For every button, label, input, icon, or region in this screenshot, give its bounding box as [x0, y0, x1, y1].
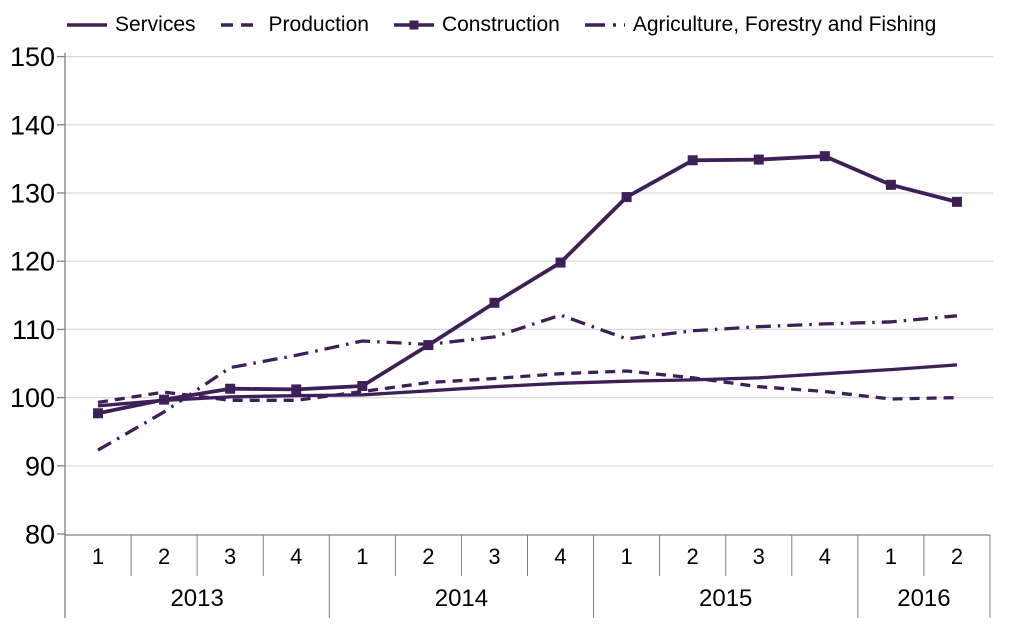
y-axis-label: 120 — [10, 247, 55, 277]
legend-item-services: Services — [66, 13, 196, 37]
legend-item-agriculture-forestry-and-fishing: Agriculture, Forestry and Fishing — [584, 13, 936, 37]
year-label: 2016 — [897, 585, 950, 612]
legend-sample-services-line — [67, 23, 107, 27]
quarter-label: 1 — [356, 544, 368, 569]
legend-sample-construction-line — [393, 20, 434, 30]
legend-label: Production — [268, 13, 369, 36]
series-marker-construction — [291, 384, 302, 395]
series-marker-construction — [225, 383, 236, 394]
quarter-label: 4 — [554, 544, 566, 569]
series-marker-construction — [951, 196, 962, 207]
quarter-label: 1 — [885, 544, 897, 569]
quarter-label: 2 — [687, 544, 699, 569]
year-label: 2015 — [699, 585, 752, 612]
chart-legend: Services Production Construction Agricultur… — [66, 13, 936, 37]
y-axis-label: 100 — [10, 383, 55, 413]
y-axis-label: 140 — [10, 110, 55, 140]
y-axis-label: 110 — [12, 315, 55, 345]
quarter-label: 2 — [422, 544, 434, 569]
legend-item-production: Production — [220, 13, 369, 37]
series-line-services — [97, 363, 958, 408]
y-axis-label: 150 — [10, 42, 55, 72]
year-label: 2013 — [170, 585, 223, 612]
series-marker-construction — [753, 154, 764, 165]
legend-item-construction: Construction — [393, 13, 560, 37]
y-axis-label: 90 — [25, 451, 55, 481]
y-axis-label: 130 — [10, 179, 55, 209]
legend-label: Construction — [441, 13, 560, 36]
series-marker-construction — [555, 257, 566, 268]
legend-sample-production-line — [220, 23, 261, 27]
legend-label: Agriculture, Forestry and Fishing — [632, 13, 937, 36]
year-label: 2014 — [435, 585, 488, 612]
series-marker-construction — [687, 155, 698, 166]
quarter-label: 3 — [488, 544, 500, 569]
series-marker-construction — [357, 381, 368, 392]
series-line-agriculture-forestry-and-fishing — [97, 313, 958, 452]
quarter-label: 3 — [224, 544, 236, 569]
quarter-label: 1 — [620, 544, 632, 569]
series-marker-construction — [885, 179, 896, 190]
quarter-label: 4 — [290, 544, 302, 569]
quarter-label: 4 — [819, 544, 831, 569]
legend-label: Services — [115, 13, 196, 36]
quarter-label: 1 — [92, 544, 104, 569]
quarter-label: 2 — [951, 544, 963, 569]
series-marker-construction — [93, 408, 104, 419]
series-marker-construction — [621, 192, 632, 203]
series-marker-construction — [489, 297, 500, 308]
quarter-label: 2 — [158, 544, 170, 569]
series-marker-construction — [819, 151, 830, 162]
legend-sample-agriculture-forestry-and-fishing-line — [584, 23, 625, 27]
series-line-production — [97, 369, 958, 405]
y-axis-label: 80 — [25, 520, 55, 550]
quarter-label: 3 — [753, 544, 765, 569]
series-marker-construction — [159, 394, 170, 405]
series-line-construction — [97, 154, 958, 416]
